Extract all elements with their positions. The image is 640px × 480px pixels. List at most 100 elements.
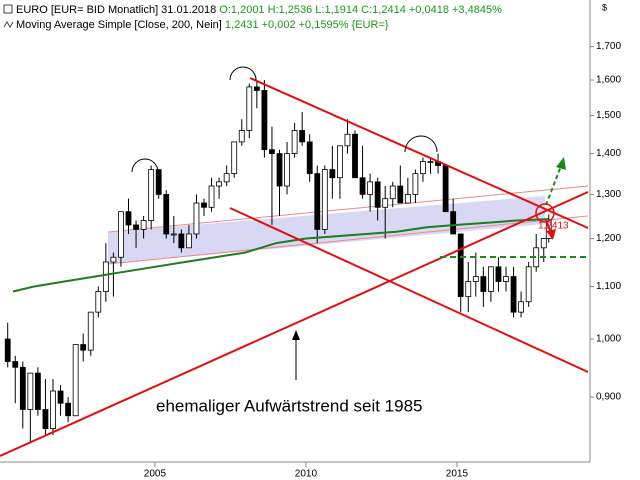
peak-arc bbox=[229, 66, 257, 81]
y-tick-label: 1,300 bbox=[596, 189, 621, 200]
peak-arc bbox=[131, 158, 159, 173]
candle-body bbox=[488, 266, 494, 292]
candle-body bbox=[510, 276, 517, 313]
candle-body bbox=[35, 372, 41, 410]
candle-body bbox=[95, 291, 102, 313]
candle-body bbox=[208, 185, 215, 208]
candle-body bbox=[480, 276, 487, 292]
candle-body bbox=[12, 361, 19, 368]
candle-body bbox=[80, 344, 87, 351]
candle-body bbox=[344, 133, 351, 147]
candle-body bbox=[155, 169, 162, 195]
y-tick-label: 1,700 bbox=[596, 41, 621, 52]
candle-body bbox=[299, 130, 306, 143]
candle-body bbox=[72, 344, 79, 417]
ma-icon bbox=[3, 21, 14, 28]
candle-body bbox=[27, 372, 34, 410]
candle-body bbox=[359, 177, 366, 195]
currency-symbol: $ bbox=[602, 2, 607, 12]
candle-body bbox=[329, 169, 336, 179]
ma-label: Moving Average Simple [Close, 200, Nein] bbox=[16, 19, 222, 31]
candle-body bbox=[442, 165, 449, 213]
candle-body bbox=[306, 141, 313, 175]
candle-body bbox=[118, 211, 124, 258]
candle-body bbox=[284, 153, 290, 187]
candle-body bbox=[193, 202, 200, 235]
candle-body bbox=[170, 233, 177, 236]
level-label: 1,2413 bbox=[538, 221, 569, 232]
candle-body bbox=[314, 173, 321, 230]
circle-marker bbox=[535, 203, 555, 223]
candle-body bbox=[57, 390, 64, 404]
instrument: EURO [EUR= BID Monatlich] 31.01.2018 bbox=[16, 4, 216, 16]
candle-body bbox=[291, 130, 298, 154]
header-ma: Moving Average Simple [Close, 200, Nein]… bbox=[16, 19, 389, 31]
annotation: ehemaliger Aufwärtstrend seit 1985 bbox=[156, 396, 423, 415]
x-tick-label: 2010 bbox=[295, 469, 318, 480]
up-arrow-head bbox=[556, 157, 566, 170]
candle-body bbox=[231, 141, 238, 175]
candle-body bbox=[246, 86, 253, 131]
candle-body bbox=[450, 211, 457, 235]
x-tick-label: 2015 bbox=[446, 469, 469, 480]
candle-body bbox=[465, 281, 472, 298]
peak-arc bbox=[404, 135, 438, 153]
candle-body bbox=[102, 261, 109, 292]
candle-body bbox=[352, 133, 358, 179]
y-tick-label: 1,500 bbox=[596, 110, 621, 121]
candle-body bbox=[367, 181, 374, 195]
candle-body bbox=[42, 409, 49, 429]
candle-body bbox=[389, 185, 396, 200]
plot-area bbox=[107, 185, 589, 265]
candle-body bbox=[397, 185, 404, 204]
candle-body bbox=[382, 198, 389, 208]
candle-body bbox=[4, 338, 11, 362]
candle-body bbox=[374, 181, 381, 208]
header-instrument: EURO [EUR= BID Monatlich] 31.01.2018 O:1… bbox=[16, 4, 502, 16]
resistance-line bbox=[249, 77, 589, 229]
candle-body bbox=[216, 181, 223, 187]
quote: O:1,2001 H:1,2536 L:1,1914 C:1,2414 +0,0… bbox=[219, 4, 502, 16]
candle-body bbox=[19, 366, 26, 410]
candle-body bbox=[110, 256, 117, 263]
channel-upper bbox=[107, 185, 589, 233]
candle-body bbox=[163, 194, 170, 235]
y-tick-label: 1,600 bbox=[596, 75, 621, 86]
candle-body bbox=[540, 238, 547, 249]
candle-body bbox=[337, 145, 343, 179]
y-tick-label: 1,400 bbox=[596, 148, 621, 159]
uptrend-line bbox=[0, 191, 589, 457]
candle-body bbox=[140, 220, 147, 230]
candle-body bbox=[178, 233, 185, 249]
y-tick-label: 1,200 bbox=[596, 233, 621, 244]
arrow-head bbox=[292, 330, 300, 340]
candle-body bbox=[261, 90, 268, 151]
candle-body bbox=[186, 233, 192, 249]
candle-body bbox=[420, 161, 426, 175]
marks bbox=[4, 80, 552, 442]
candle-body bbox=[412, 173, 419, 195]
candle-body bbox=[223, 173, 230, 183]
candle-body bbox=[87, 311, 94, 351]
lower-trend-line bbox=[229, 207, 589, 373]
candle-body bbox=[321, 169, 328, 230]
y-tick-label: 0,900 bbox=[596, 392, 621, 403]
candle-icon bbox=[3, 4, 13, 14]
candle-body bbox=[503, 276, 509, 282]
annotations: 1,2413 ehemaliger Aufwärtstrend seit 198… bbox=[0, 66, 589, 457]
x-tick-label: 2005 bbox=[144, 469, 167, 480]
candle-body bbox=[404, 194, 411, 204]
y-tick-label: 1,000 bbox=[596, 334, 621, 345]
candle-body bbox=[148, 169, 155, 221]
candle-body bbox=[253, 86, 260, 91]
down-arrow-head bbox=[546, 229, 556, 240]
candle-body bbox=[201, 202, 207, 208]
candle-body bbox=[457, 233, 464, 298]
candle-body bbox=[525, 266, 532, 303]
candle-body bbox=[125, 211, 132, 226]
channel-band bbox=[108, 196, 545, 264]
candle-body bbox=[276, 153, 283, 187]
candle-body bbox=[472, 276, 479, 282]
candle-body bbox=[518, 301, 525, 313]
candle-body bbox=[65, 402, 72, 417]
